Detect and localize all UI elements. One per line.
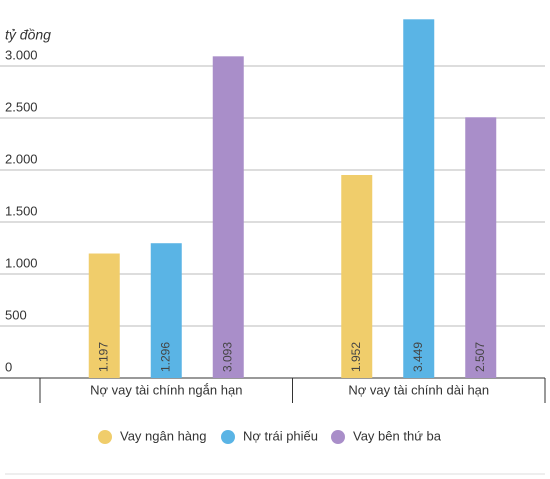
legend-label: Vay bên thứ ba xyxy=(353,428,442,443)
bar xyxy=(212,56,244,378)
value-label: 1.296 xyxy=(158,342,172,372)
y-tick-label: 1.000 xyxy=(5,255,38,270)
y-tick-label: 1.500 xyxy=(5,203,38,218)
y-tick-label: 2.500 xyxy=(5,99,38,114)
x-tick-label: Nợ vay tài chính dài hạn xyxy=(348,382,489,397)
value-label: 2.507 xyxy=(473,342,487,372)
y-tick-label: 0 xyxy=(5,359,12,374)
bar xyxy=(465,117,497,378)
legend-marker xyxy=(98,430,112,444)
bar xyxy=(150,243,182,378)
bar xyxy=(403,19,435,379)
y-tick-label: 500 xyxy=(5,307,27,322)
value-label: 3.449 xyxy=(411,342,425,372)
legend-label: Nợ trái phiếu xyxy=(243,428,318,443)
x-tick-label: Nợ vay tài chính ngắn hạn xyxy=(90,382,242,397)
y-tick-label: 2.000 xyxy=(5,151,38,166)
legend-marker xyxy=(221,430,235,444)
y-axis-label: tỷ đồng xyxy=(5,27,51,43)
y-tick-label: 3.000 xyxy=(5,47,38,62)
bar xyxy=(88,253,120,378)
legend-label: Vay ngân hàng xyxy=(120,428,207,443)
value-label: 3.093 xyxy=(220,342,234,372)
value-label: 1.952 xyxy=(349,342,363,372)
value-label: 1.197 xyxy=(96,342,110,372)
legend-marker xyxy=(331,430,345,444)
bar xyxy=(341,174,373,378)
